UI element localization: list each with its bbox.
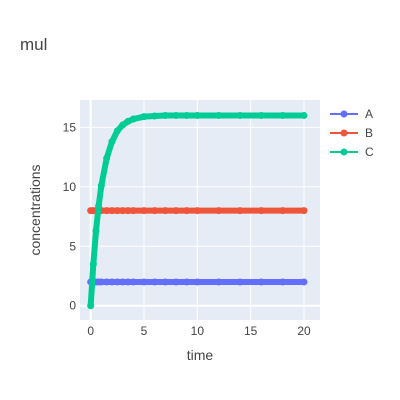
legend-swatch-marker [340, 110, 348, 118]
data-point-B [119, 207, 127, 215]
y-axis-label: concentrations [27, 164, 43, 255]
x-tick-label: 10 [191, 324, 205, 338]
data-point-B [172, 207, 180, 215]
data-point-A [300, 278, 308, 286]
data-point-C [103, 154, 111, 162]
data-point-C [97, 182, 105, 190]
series-layer [87, 111, 308, 310]
x-tick-label: 0 [87, 324, 94, 338]
series-B [87, 207, 308, 215]
data-point-C [119, 121, 127, 129]
data-point-A [215, 278, 223, 286]
data-point-A [97, 278, 105, 286]
data-point-A [161, 278, 169, 286]
x-axis-label: time [187, 347, 214, 363]
data-point-C [92, 227, 100, 235]
data-point-A [257, 278, 265, 286]
data-point-B [151, 207, 159, 215]
series-A [87, 278, 308, 286]
data-point-C [113, 127, 121, 135]
data-point-B [103, 207, 111, 215]
data-point-A [124, 278, 132, 286]
data-point-A [113, 278, 121, 286]
data-point-A [151, 278, 159, 286]
y-tick-label: 0 [69, 299, 76, 313]
chart-title: mul [20, 35, 47, 54]
legend-item-C[interactable]: C [330, 145, 374, 159]
data-point-B [140, 207, 148, 215]
series-C [87, 111, 308, 310]
data-point-C [87, 302, 95, 310]
legend[interactable]: ABC [330, 107, 374, 159]
data-point-B [113, 207, 121, 215]
data-point-A [279, 278, 287, 286]
data-point-C [172, 111, 180, 119]
data-point-C [124, 117, 132, 125]
data-point-C [257, 111, 265, 119]
series-line-C [87, 112, 307, 309]
data-point-A [129, 278, 137, 286]
data-point-B [215, 207, 223, 215]
x-tick-label: 15 [244, 324, 258, 338]
data-point-A [103, 278, 111, 286]
legend-swatch-marker [340, 129, 348, 137]
data-point-C [215, 111, 223, 119]
data-point-C [108, 138, 116, 146]
data-point-C [140, 113, 148, 121]
data-point-B [193, 207, 201, 215]
data-point-C [161, 111, 169, 119]
data-point-A [172, 278, 180, 286]
data-point-A [236, 278, 244, 286]
data-point-B [236, 207, 244, 215]
data-point-B [129, 207, 137, 215]
legend-label: B [365, 126, 373, 140]
legend-item-B[interactable]: B [330, 126, 373, 140]
legend-label: A [365, 107, 373, 121]
x-tick-label: 20 [297, 324, 311, 338]
legend-item-A[interactable]: A [330, 107, 373, 121]
data-point-C [279, 111, 287, 119]
data-point-C [236, 111, 244, 119]
data-point-A [183, 278, 191, 286]
data-point-B [161, 207, 169, 215]
y-tick-label: 15 [63, 120, 77, 134]
y-tick-label: 5 [69, 239, 76, 253]
data-point-B [257, 207, 265, 215]
data-point-C [129, 115, 137, 123]
data-point-B [183, 207, 191, 215]
legend-label: C [365, 145, 374, 159]
data-point-C [89, 260, 97, 268]
y-tick-label: 10 [63, 180, 77, 194]
y-ticks: 0 5 10 15 [63, 120, 77, 312]
data-point-B [124, 207, 132, 215]
data-point-B [279, 207, 287, 215]
x-ticks: 0 5 10 15 20 [87, 324, 311, 338]
data-point-C [95, 202, 103, 210]
legend-swatch-marker [340, 148, 348, 156]
data-point-C [300, 111, 308, 119]
data-point-B [300, 207, 308, 215]
data-point-C [151, 112, 159, 120]
data-point-A [140, 278, 148, 286]
data-point-A [193, 278, 201, 286]
x-tick-label: 5 [141, 324, 148, 338]
data-point-B [108, 207, 116, 215]
data-point-C [193, 111, 201, 119]
data-point-A [119, 278, 127, 286]
data-point-A [108, 278, 116, 286]
data-point-C [183, 111, 191, 119]
